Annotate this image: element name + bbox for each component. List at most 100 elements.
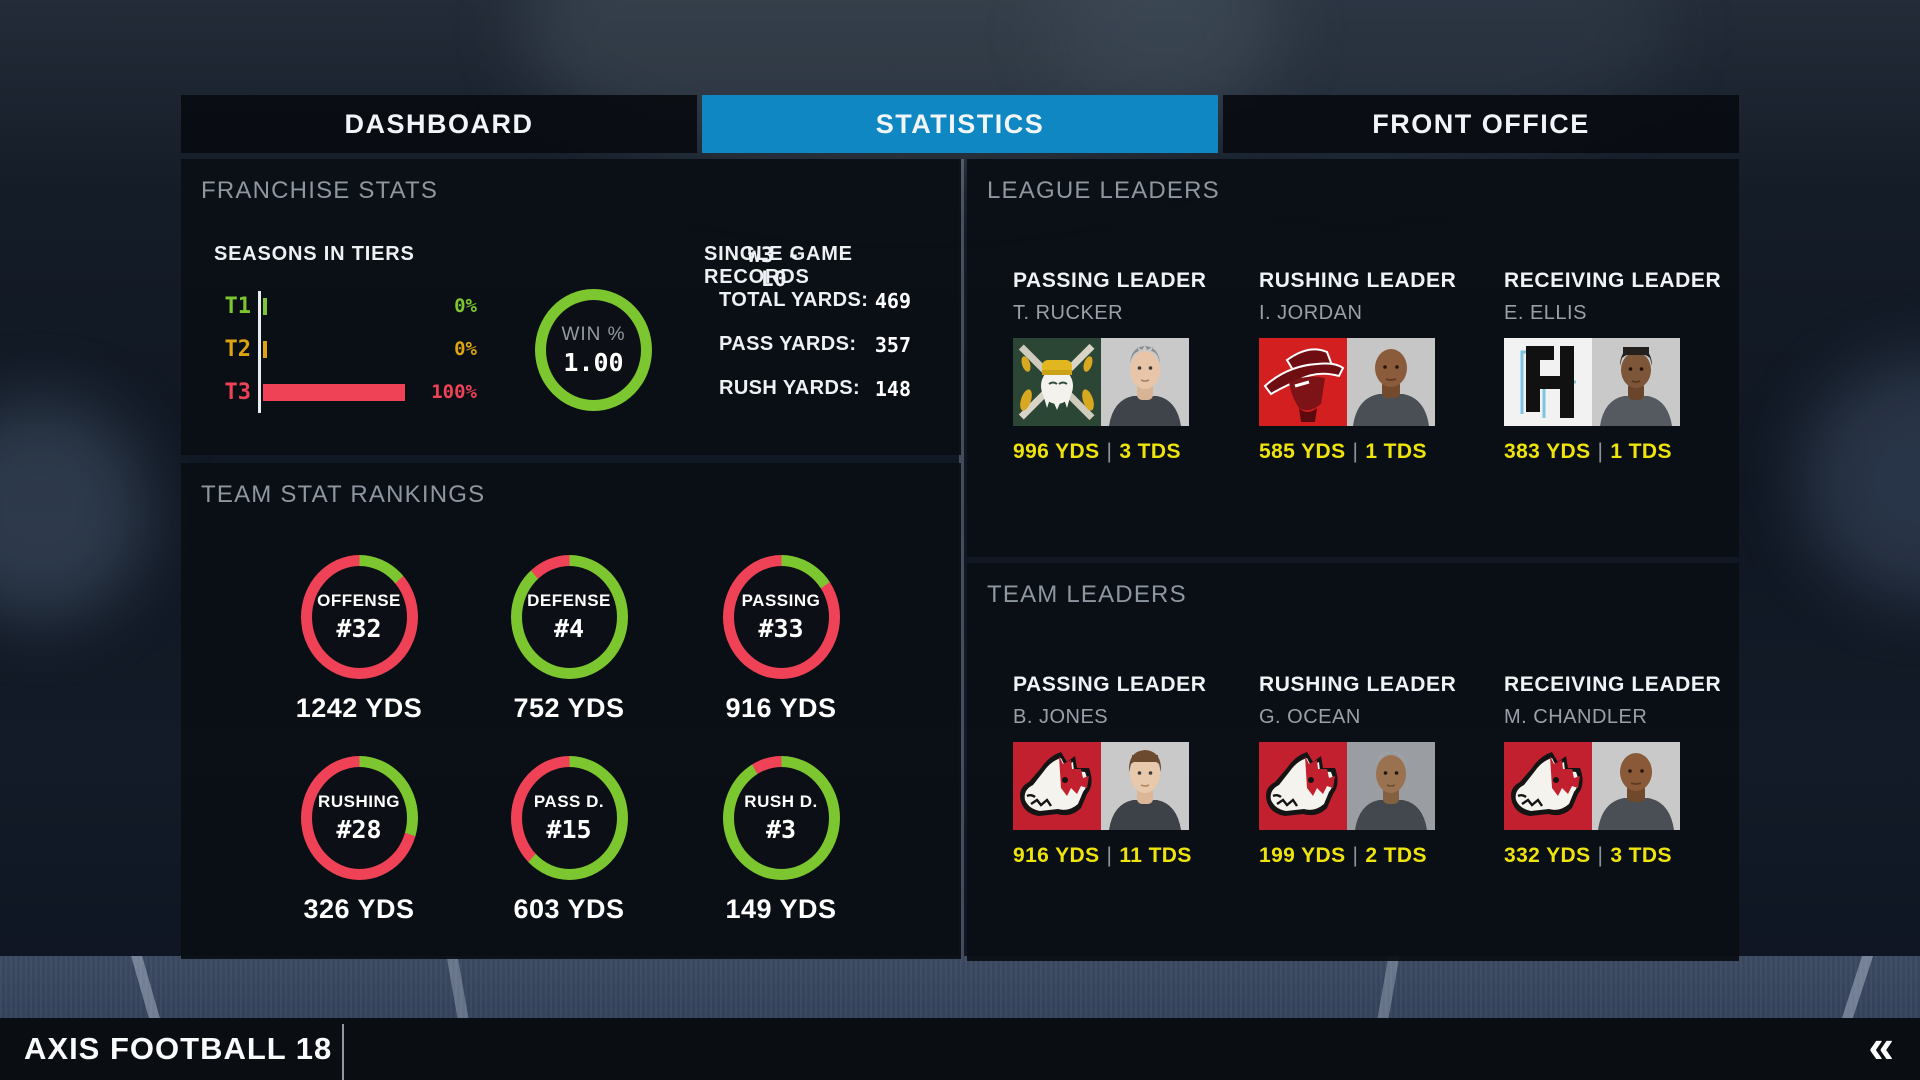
bottom-bar: AXIS FOOTBALL 18 « xyxy=(0,1018,1920,1080)
player-portrait xyxy=(1101,338,1189,426)
leader-tds: 2 TDS xyxy=(1365,844,1427,867)
gauge-label: PASS D. xyxy=(533,792,605,811)
win-percent-ring: WIN % 1.00 xyxy=(535,289,652,411)
league-receiving-leader-card: RECEIVING LEADER E. ELLIS xyxy=(1504,269,1744,464)
tier-percent: 100% xyxy=(431,381,477,403)
tier-percent: 0% xyxy=(454,295,477,317)
gauge-defense: DEFENSE #4 752 YDS xyxy=(459,555,679,724)
gauge-pass-defense: PASS D. #15 603 YDS xyxy=(459,756,679,925)
leader-stats: 916 YDS | 11 TDS xyxy=(1013,844,1253,868)
stat-separator: | xyxy=(1106,844,1113,867)
gauge-value: 916 YDS xyxy=(725,693,837,723)
leader-name: M. CHANDLER xyxy=(1504,706,1648,728)
monogram-logo xyxy=(1504,338,1592,426)
tab-dashboard[interactable]: DASHBOARD xyxy=(181,95,697,153)
record-value: 148 xyxy=(874,377,911,401)
record-label: RUSH YARDS: xyxy=(719,377,861,399)
leader-name: I. JORDAN xyxy=(1259,302,1363,324)
rank-ring: PASSING #33 xyxy=(722,555,840,679)
gauge-rank: #33 xyxy=(758,614,804,643)
football-field-strip xyxy=(0,956,1920,1018)
record-value: 357 xyxy=(874,333,911,357)
rank-ring: PASS D. #15 xyxy=(510,756,628,880)
tier-row-t2: T2 0% xyxy=(207,337,527,363)
gauge-value: 603 YDS xyxy=(513,894,625,924)
gauge-value: 752 YDS xyxy=(513,693,625,723)
tier-bar xyxy=(263,298,267,315)
leader-name: E. ELLIS xyxy=(1504,302,1587,324)
leader-tds: 11 TDS xyxy=(1119,844,1192,867)
gauge-rank: #15 xyxy=(546,815,592,844)
mustangs-logo xyxy=(1013,742,1101,830)
main-tab-bar: DASHBOARD STATISTICS FRONT OFFICE xyxy=(181,95,1739,153)
leader-tds: 1 TDS xyxy=(1365,440,1427,463)
tab-statistics[interactable]: STATISTICS xyxy=(702,95,1218,153)
gauge-value: 149 YDS xyxy=(725,894,837,924)
panel-title: FRANCHISE STATS xyxy=(201,177,439,204)
gauge-rank: #4 xyxy=(553,614,585,643)
team-stat-rankings-panel: TEAM STAT RANKINGS OFFENSE #32 1242 YDS … xyxy=(181,463,961,959)
mustangs-logo xyxy=(1259,742,1347,830)
rank-ring: DEFENSE #4 xyxy=(510,555,628,679)
leader-stats: 332 YDS | 3 TDS xyxy=(1504,844,1744,868)
tier-label: T3 xyxy=(224,380,252,405)
stadium-light-left xyxy=(0,400,150,620)
player-portrait xyxy=(1592,338,1680,426)
leader-stats: 383 YDS | 1 TDS xyxy=(1504,440,1744,464)
franchise-stats-panel: FRANCHISE STATS SEASONS IN TIERS T1 0% T… xyxy=(181,159,961,455)
stat-separator: | xyxy=(1597,440,1604,463)
record-label: PASS YARDS: xyxy=(719,333,857,355)
field-center-line xyxy=(959,159,964,1019)
gauge-offense: OFFENSE #32 1242 YDS xyxy=(249,555,469,724)
game-title: AXIS FOOTBALL 18 xyxy=(24,1031,333,1066)
leader-yds: 916 YDS xyxy=(1013,844,1100,867)
record-value: 469 xyxy=(874,289,911,313)
leader-yds: 332 YDS xyxy=(1504,844,1591,867)
tier-label: T2 xyxy=(224,337,252,362)
tier-percent: 0% xyxy=(454,338,477,360)
gauge-label: DEFENSE xyxy=(527,591,611,610)
rank-ring: RUSHING #28 xyxy=(300,756,418,880)
stat-separator: | xyxy=(1352,440,1359,463)
league-passing-leader-card: PASSING LEADER T. RUCKER xyxy=(1013,269,1253,464)
gauge-label: RUSHING xyxy=(318,792,400,811)
leader-yds: 996 YDS xyxy=(1013,440,1100,463)
gauge-value: 326 YDS xyxy=(303,894,415,924)
record-label: TOTAL YARDS: xyxy=(719,289,869,311)
rank-ring: OFFENSE #32 xyxy=(300,555,418,679)
rank-ring: RUSH D. #3 xyxy=(722,756,840,880)
stat-separator: | xyxy=(1106,440,1113,463)
panel-title: LEAGUE LEADERS xyxy=(987,177,1220,204)
tier-label: T1 xyxy=(224,294,252,319)
team-rushing-leader-card: RUSHING LEADER G. OCEAN xyxy=(1259,673,1499,868)
leader-category: PASSING LEADER xyxy=(1013,673,1207,696)
tier-bar xyxy=(263,341,267,358)
tier-row-t3: T3 100% xyxy=(207,380,527,406)
stat-separator: | xyxy=(1352,844,1359,867)
single-game-records-title: SINGLE GAME RECORDS xyxy=(704,243,853,288)
record-row-pass-yards: PASS YARDS: 357 xyxy=(719,333,911,357)
collapse-chevrons-icon[interactable]: « xyxy=(1868,1020,1894,1073)
player-portrait xyxy=(1101,742,1189,830)
gauge-value: 1242 YDS xyxy=(295,693,423,723)
league-rushing-leader-card: RUSHING LEADER I. JORDAN 585 YDS | 1 TDS xyxy=(1259,269,1499,464)
leader-tds: 3 TDS xyxy=(1610,844,1672,867)
mustangs-logo xyxy=(1504,742,1592,830)
seasons-in-tiers-label: SEASONS IN TIERS xyxy=(214,243,415,265)
player-portrait xyxy=(1592,742,1680,830)
stat-separator: | xyxy=(1597,844,1604,867)
lumberjacks-logo xyxy=(1013,338,1101,426)
leader-category: RECEIVING LEADER xyxy=(1504,269,1722,292)
tab-front-office[interactable]: FRONT OFFICE xyxy=(1223,95,1739,153)
gauge-rank: #32 xyxy=(336,614,382,643)
leader-yds: 383 YDS xyxy=(1504,440,1591,463)
leader-category: RUSHING LEADER xyxy=(1259,673,1457,696)
player-portrait xyxy=(1347,742,1435,830)
gauge-rush-defense: RUSH D. #3 149 YDS xyxy=(671,756,891,925)
bandits-logo xyxy=(1259,338,1347,426)
record-row-rush-yards: RUSH YARDS: 148 xyxy=(719,377,911,401)
leader-category: RECEIVING LEADER xyxy=(1504,673,1722,696)
leader-yds: 585 YDS xyxy=(1259,440,1346,463)
tier-row-t1: T1 0% xyxy=(207,294,527,320)
gauge-label: RUSH D. xyxy=(744,792,818,811)
